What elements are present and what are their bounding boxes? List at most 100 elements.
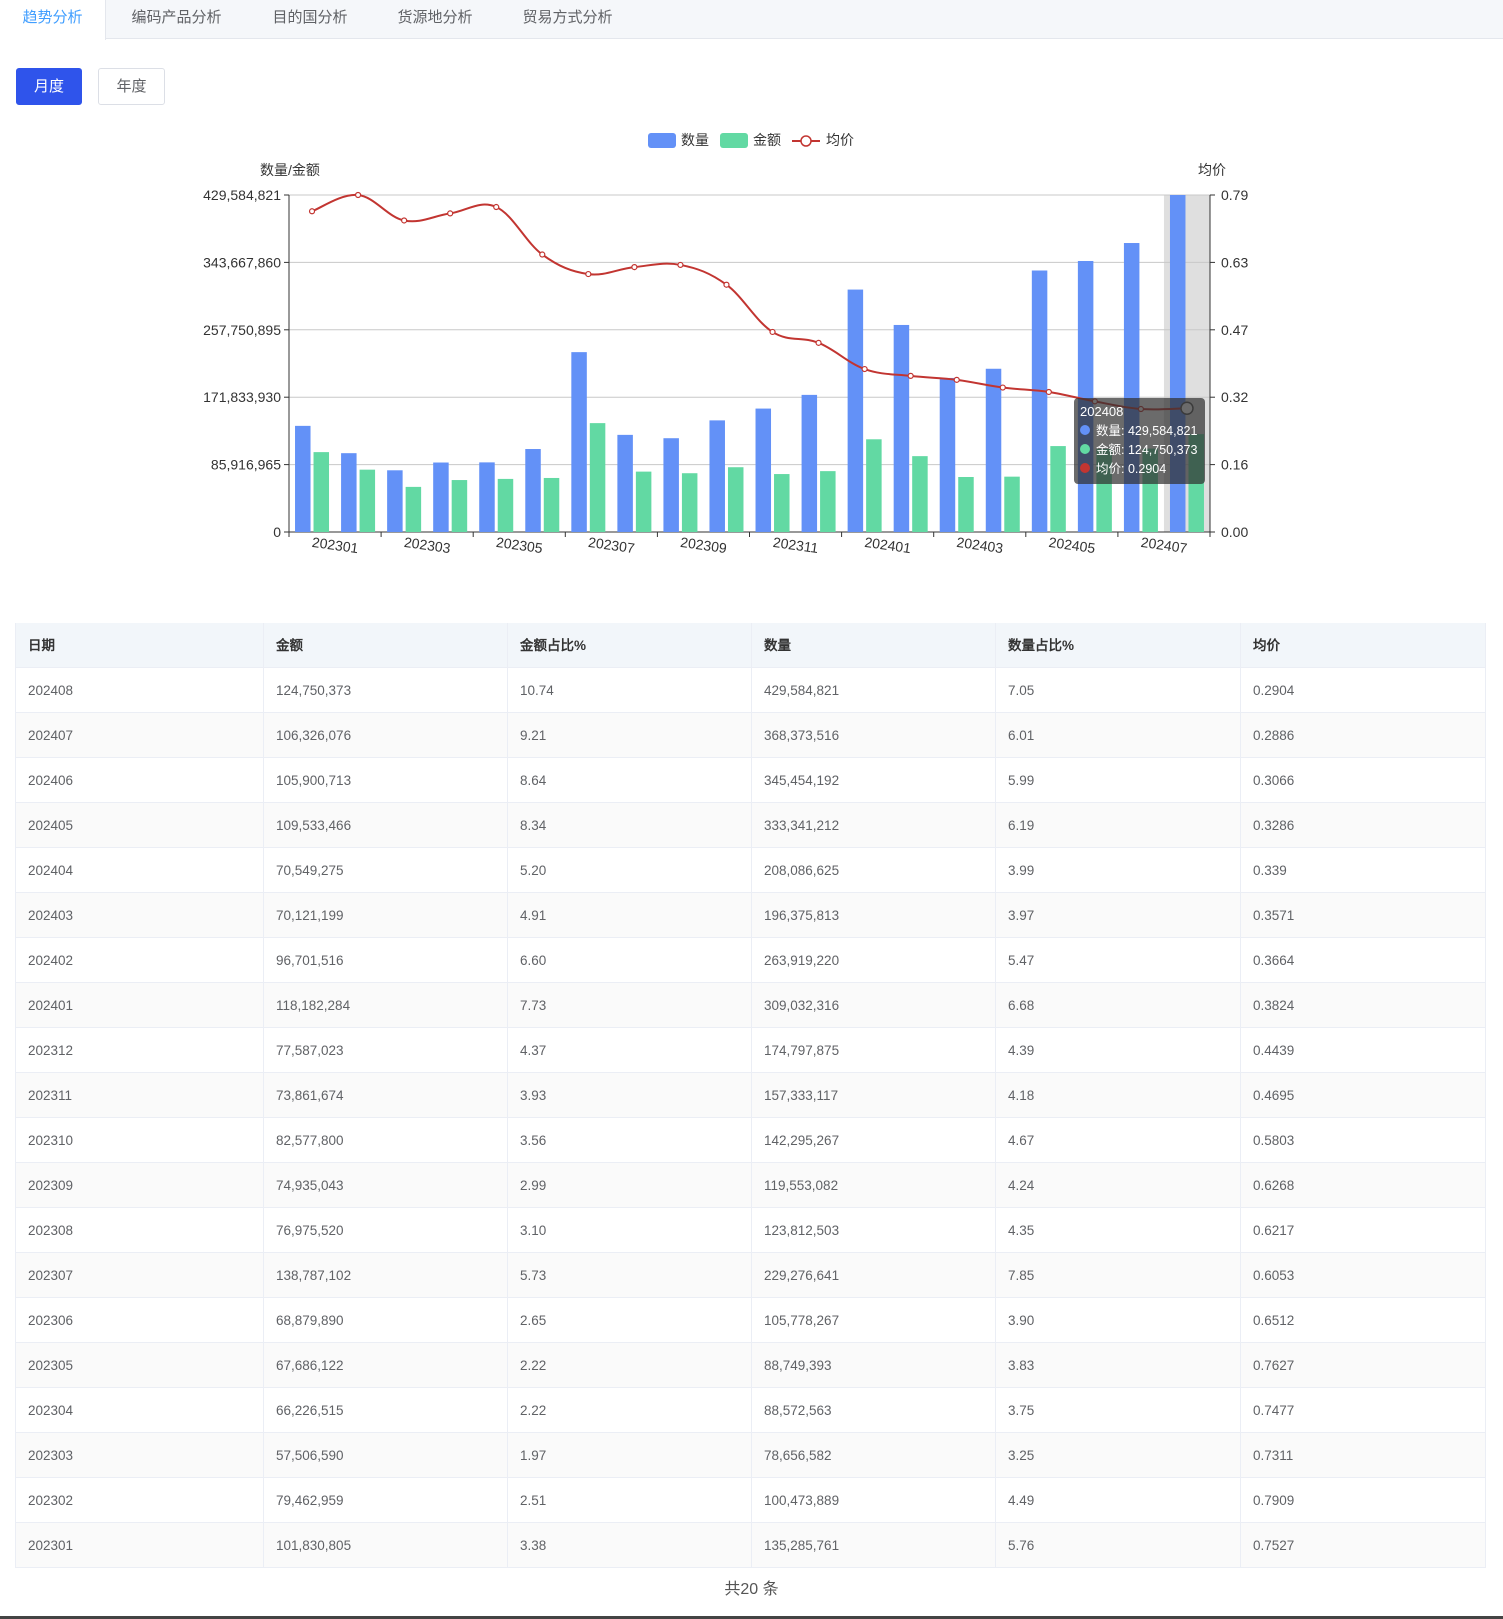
- table-row[interactable]: 202401 118,182,284 7.73 309,032,316 6.68 0.38…: [15, 983, 1486, 1028]
- table-cell: 5.99: [996, 758, 1241, 803]
- table-row[interactable]: 202304 66,226,515 2.22 88,572,563 3.75 0.7477: [15, 1388, 1486, 1433]
- table-row[interactable]: 202302 79,462,959 2.51 100,473,889 4.49 0.790…: [15, 1478, 1486, 1523]
- bar-quantity: [709, 420, 725, 532]
- table-cell: 101,830,805: [264, 1523, 508, 1568]
- bar-amount: [727, 467, 744, 532]
- table-row[interactable]: 202403 70,121,199 4.91 196,375,813 3.97 0.357…: [15, 893, 1486, 938]
- table-cell: 82,577,800: [264, 1118, 508, 1163]
- table-row[interactable]: 202301 101,830,805 3.38 135,285,761 5.76 0.75…: [15, 1523, 1486, 1568]
- bar-quantity: [755, 408, 772, 532]
- table-cell: 70,549,275: [264, 848, 508, 893]
- line-point-avg-price: [907, 372, 914, 379]
- line-point-avg-price: [999, 384, 1006, 391]
- x-tick-label: 202405: [1048, 534, 1097, 556]
- table-cell: 0.5803: [1241, 1118, 1486, 1163]
- table-row[interactable]: 202306 68,879,890 2.65 105,778,267 3.90 0.651…: [15, 1298, 1486, 1343]
- y-left-tick-label: 257,750,895: [203, 322, 281, 338]
- y-left-tick-label: 343,667,860: [203, 254, 281, 270]
- table-row[interactable]: 202407 106,326,076 9.21 368,373,516 6.01 0.28…: [15, 713, 1486, 758]
- bar-quantity: [341, 453, 357, 532]
- table-cell: 202307: [15, 1253, 264, 1298]
- bar-amount: [405, 486, 422, 532]
- table-row[interactable]: 202402 96,701,516 6.60 263,919,220 5.47 0.366…: [15, 938, 1486, 983]
- table-cell: 3.90: [996, 1298, 1241, 1343]
- bar-quantity: [1123, 243, 1140, 532]
- table-cell: 142,295,267: [752, 1118, 996, 1163]
- chart-tooltip: [1074, 398, 1205, 484]
- table-cell: 106,326,076: [264, 713, 508, 758]
- bar-quantity: [571, 352, 587, 532]
- table-header-cell[interactable]: 数量: [752, 623, 996, 668]
- table-cell: 3.56: [508, 1118, 752, 1163]
- legend-swatch-quantity: [648, 133, 676, 148]
- table-cell: 0.6053: [1241, 1253, 1486, 1298]
- table-cell: 0.3664: [1241, 938, 1486, 983]
- table-row[interactable]: 202404 70,549,275 5.20 208,086,625 3.99 0.339: [15, 848, 1486, 893]
- table-header-row: 日期 金额 金额占比% 数量 数量占比% 均价: [15, 623, 1486, 668]
- bar-amount: [681, 473, 698, 532]
- tab-source-analysis[interactable]: 货源地分析: [397, 9, 473, 26]
- table-cell: 5.20: [508, 848, 752, 893]
- bar-quantity: [801, 394, 818, 532]
- bar-quantity: [1031, 270, 1048, 532]
- table-header-cell[interactable]: 均价: [1241, 623, 1486, 668]
- table-header-cell[interactable]: 数量占比%: [996, 623, 1241, 668]
- bar-quantity: [1077, 260, 1094, 532]
- data-table: 日期 金额 金额占比% 数量 数量占比% 均价 202408 124,750,373 10.74…: [15, 623, 1486, 1568]
- table-header-cell[interactable]: 金额占比%: [508, 623, 752, 668]
- table-row[interactable]: 202406 105,900,713 8.64 345,454,192 5.99 0.30…: [15, 758, 1486, 803]
- table-row[interactable]: 202405 109,533,466 8.34 333,341,212 6.19 0.32…: [15, 803, 1486, 848]
- x-tick-label: 202307: [587, 534, 636, 556]
- bar-amount: [912, 456, 928, 532]
- tooltip-marker: [1080, 463, 1090, 473]
- table-row[interactable]: 202305 67,686,122 2.22 88,749,393 3.83 0.7627: [15, 1343, 1486, 1388]
- tab-trend-analysis[interactable]: 趋势分析: [0, 0, 106, 40]
- line-point-avg-price: [447, 210, 454, 217]
- tab-destination-analysis[interactable]: 目的国分析: [272, 9, 348, 26]
- table-row[interactable]: 202408 124,750,373 10.74 429,584,821 7.05 0.2…: [15, 668, 1486, 713]
- table-cell: 88,572,563: [752, 1388, 996, 1433]
- table-cell: 67,686,122: [264, 1343, 508, 1388]
- table-header-cell[interactable]: 金额: [264, 623, 508, 668]
- bar-quantity: [525, 449, 541, 532]
- yearly-button[interactable]: 年度: [98, 68, 165, 105]
- y-right-tick-label: 0.47: [1221, 322, 1248, 338]
- table-cell: 0.4695: [1241, 1073, 1486, 1118]
- trend-chart: 0 0.00 85,916,965 0.16 171,833,930 0.32 257,75…: [203, 132, 1248, 556]
- monthly-button[interactable]: 月度: [16, 68, 82, 105]
- table-header-cell[interactable]: 日期: [15, 623, 264, 668]
- table-cell: 2.99: [508, 1163, 752, 1208]
- line-point-avg-price: [539, 251, 546, 258]
- table-cell: 5.47: [996, 938, 1241, 983]
- table-row[interactable]: 202309 74,935,043 2.99 119,553,082 4.24 0.626…: [15, 1163, 1486, 1208]
- tab-trade-mode-analysis[interactable]: 贸易方式分析: [522, 9, 613, 26]
- table-cell: 208,086,625: [752, 848, 996, 893]
- table-cell: 109,533,466: [264, 803, 508, 848]
- tooltip-marker: [1080, 425, 1090, 435]
- bar-amount: [774, 474, 790, 532]
- table-row[interactable]: 202303 57,506,590 1.97 78,656,582 3.25 0.7311: [15, 1433, 1486, 1478]
- line-point-avg-price: [861, 365, 868, 373]
- table-row[interactable]: 202310 82,577,800 3.56 142,295,267 4.67 0.580…: [15, 1118, 1486, 1163]
- table-cell: 76,975,520: [264, 1208, 508, 1253]
- line-point-avg-price: [1045, 388, 1052, 396]
- tooltip-line: 数量: 429,584,821: [1096, 423, 1198, 438]
- table-cell: 6.68: [996, 983, 1241, 1028]
- tab-code-product-analysis[interactable]: 编码产品分析: [131, 9, 222, 26]
- table-row[interactable]: 202308 76,975,520 3.10 123,812,503 4.35 0.621…: [15, 1208, 1486, 1253]
- line-point-avg-price: [354, 191, 362, 199]
- table-cell: 66,226,515: [264, 1388, 508, 1433]
- table-row[interactable]: 202312 77,587,023 4.37 174,797,875 4.39 0.443…: [15, 1028, 1486, 1073]
- bar-quantity: [617, 434, 633, 532]
- line-point-avg-price: [585, 270, 592, 278]
- table-cell: 88,749,393: [752, 1343, 996, 1388]
- table-cell: 105,900,713: [264, 758, 508, 803]
- table-cell: 0.3286: [1241, 803, 1486, 848]
- table-row[interactable]: 202307 138,787,102 5.73 229,276,641 7.85 0.60…: [15, 1253, 1486, 1298]
- table-row[interactable]: 202311 73,861,674 3.93 157,333,117 4.18 0.469…: [15, 1073, 1486, 1118]
- bar-quantity: [847, 289, 864, 532]
- table-cell: 202301: [15, 1523, 264, 1568]
- line-point-avg-price: [631, 263, 638, 271]
- line-point-avg-price: [401, 217, 408, 224]
- y-left-tick-label: 171,833,930: [203, 389, 281, 405]
